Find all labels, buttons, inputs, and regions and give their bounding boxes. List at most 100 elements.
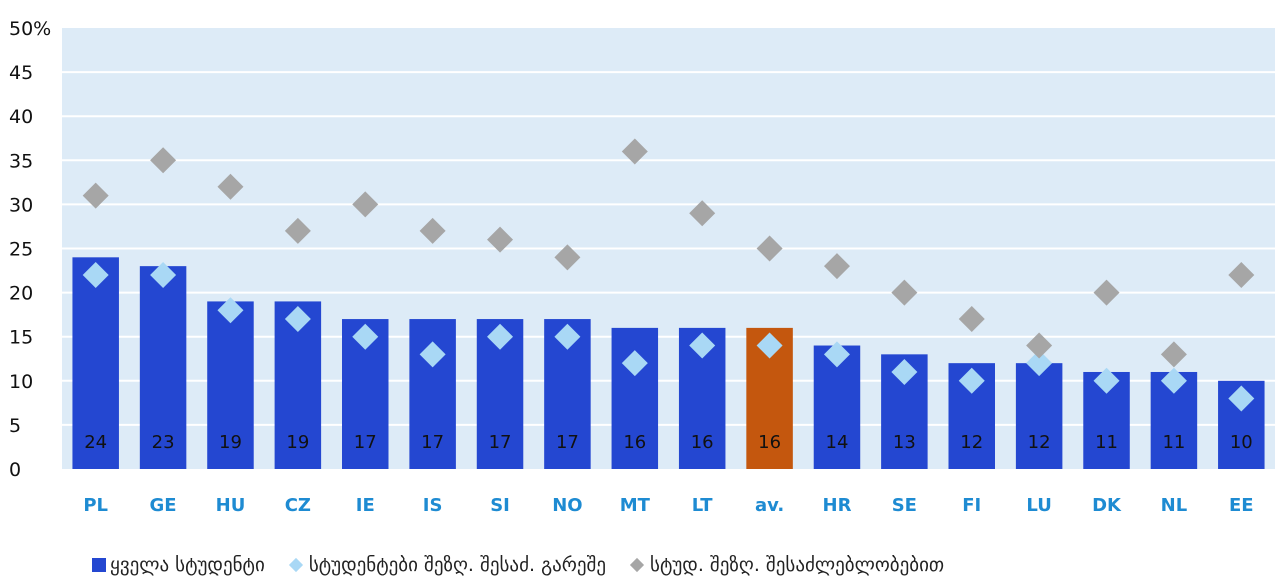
markers [82,138,1255,412]
y-tick-label: 30 [9,194,33,216]
marker-no-disability-MT [621,350,648,377]
data-label: 10 [1230,432,1253,453]
y-tick-label: 0 [9,459,21,481]
y-tick-label: 5 [9,415,21,437]
data-label: 12 [1028,432,1051,453]
data-label: 24 [84,432,107,453]
x-tick-label: EE [1229,495,1254,516]
marker-no-disability-SI [487,323,514,350]
y-tick-label: 20 [9,283,33,305]
marker-no-disability-av [756,332,783,359]
marker-with-disability-IE [352,191,379,218]
marker-with-disability-FI [958,306,985,333]
marker-with-disability-PL [82,182,109,209]
bar-HU [207,301,254,469]
marker-no-disability-FI [958,367,985,394]
data-label: 11 [1162,432,1185,453]
marker-with-disability-EE [1228,261,1255,288]
marker-with-disability-HU [217,173,244,200]
x-tick-label: MT [620,495,651,516]
bar-LU [1015,363,1063,469]
marker-no-disability-IS [419,341,446,368]
y-axis: 0 5 10 15 20 25 30 35 40 45 50% [9,18,51,481]
marker-with-disability-CZ [284,217,311,244]
legend-swatch-no-disability [288,557,303,573]
bars [72,257,1265,469]
data-label: 11 [1095,432,1118,453]
marker-no-disability-EE [1228,385,1255,412]
marker-no-disability-NL [1160,367,1187,394]
data-label: 12 [960,432,983,453]
x-tick-label: NO [552,495,582,516]
marker-with-disability-LU [1026,332,1053,359]
x-tick-label: GE [150,495,177,516]
marker-with-disability-MT [621,138,648,165]
data-label: 17 [556,432,579,453]
data-label: 19 [286,432,309,453]
marker-with-disability-GE [150,147,177,174]
data-label: 16 [691,432,714,453]
marker-with-disability-DK [1093,279,1120,306]
marker-with-disability-SE [891,279,918,306]
marker-no-disability-NO [554,323,581,350]
marker-no-disability-HU [217,297,244,324]
marker-no-disability-LU [1026,350,1053,377]
x-tick-label: av. [755,495,784,516]
marker-with-disability-av [756,235,783,262]
marker-with-disability-HR [823,253,850,280]
x-tick-label: DK [1092,495,1122,516]
y-tick-label: 25 [9,239,33,261]
marker-no-disability-PL [82,261,109,288]
data-label: 17 [489,432,512,453]
data-label: 13 [893,432,916,453]
legend-swatch-all-students [92,558,106,572]
marker-with-disability-NL [1160,341,1187,368]
y-tick-label: 10 [9,371,33,393]
x-tick-label: IE [356,495,375,516]
data-label: 17 [421,432,444,453]
bar-GE [139,266,187,469]
marker-no-disability-GE [150,261,177,288]
y-tick-label: 50% [9,18,51,40]
y-tick-label: 15 [9,327,33,349]
x-tick-label: SE [892,495,917,516]
x-tick-label: IS [423,495,443,516]
marker-no-disability-DK [1093,367,1120,394]
legend-item-no-disability: სტუდენტები შეზღ. შესაძ. გარეშე [287,554,606,576]
x-tick-label: CZ [285,495,311,516]
plot-background [62,28,1275,469]
marker-no-disability-CZ [284,306,311,333]
x-axis: PL GE HU CZ IE IS SI NO MT LT av. HR SE FI LU DK NL EE [83,495,1253,516]
data-label: 23 [152,432,175,453]
marker-with-disability-SI [487,226,514,253]
chart: 24 23 19 19 17 17 17 17 16 16 16 14 13 12 12 11 11 10 0 5 1… [9,18,1275,516]
marker-no-disability-IE [352,323,379,350]
marker-no-disability-LT [689,332,716,359]
x-tick-label: SI [490,495,510,516]
legend-item-all-students: ყველა სტუდენტი [92,554,265,576]
x-tick-label: LU [1026,495,1051,516]
x-tick-label: HR [823,495,852,516]
data-label: 14 [826,432,849,453]
marker-with-disability-IS [419,217,446,244]
data-label: 16 [623,432,646,453]
y-tick-label: 35 [9,150,33,172]
legend-label-all-students: ყველა სტუდენტი [110,554,265,576]
data-label: 17 [354,432,377,453]
y-tick-label: 45 [9,62,33,84]
legend-label-with-disability: სტუდ. შეზღ. შესაძლებლობებით [650,554,945,576]
x-tick-label: NL [1161,495,1188,516]
marker-no-disability-HR [823,341,850,368]
data-label: 16 [758,432,781,453]
data-label: 19 [219,432,242,453]
legend-item-with-disability: სტუდ. შეზღ. შესაძლებლობებით [628,554,944,576]
marker-with-disability-LT [689,200,716,227]
marker-with-disability-NO [554,244,581,271]
data-labels: 24 23 19 19 17 17 17 17 16 16 16 14 13 12 12 11 11 10 [84,432,1253,453]
legend: ყველა სტუდენტი სტუდენტები შეზღ. შესაძ. გ… [92,550,944,580]
legend-swatch-with-disability [629,557,645,573]
x-tick-label: PL [83,495,108,516]
x-tick-label: FI [962,495,981,516]
x-tick-label: HU [216,495,246,516]
bar-PL [72,257,119,469]
